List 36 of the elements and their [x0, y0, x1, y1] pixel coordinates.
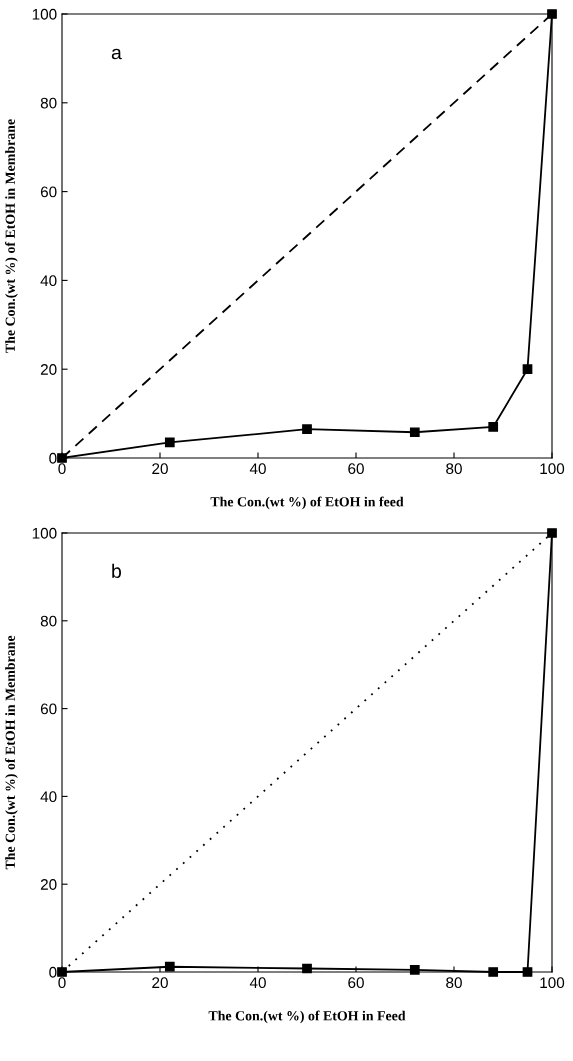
point [522, 364, 533, 375]
y-tick-label: 40 [40, 791, 57, 803]
y-tick-label: 60 [40, 703, 57, 715]
point [409, 427, 420, 438]
y-tick-label: 100 [32, 527, 57, 539]
y-tick-label: 40 [40, 275, 57, 287]
y-tick-label: 60 [40, 186, 57, 198]
y-tick-label: 20 [40, 364, 57, 375]
point [164, 961, 175, 972]
y-tick-label: 0 [49, 966, 57, 978]
point [488, 422, 499, 432]
x-tick-label: 0 [58, 463, 66, 475]
y-tick-label: 0 [49, 452, 57, 464]
x-tick-label: 40 [249, 977, 266, 989]
y-tick-label: 20 [40, 879, 57, 890]
x-tick-label: 40 [249, 463, 266, 475]
y-tick-label: 80 [40, 97, 57, 109]
x-tick-label: 60 [348, 977, 364, 989]
x-tick-label: 20 [152, 463, 168, 475]
x-axis-title: The Con.(wt %) of EtOH in Feed [208, 1010, 406, 1024]
y-axis-title: The Con.(wt %) of EtOH in Membrane [5, 635, 18, 870]
x-tick-label: 100 [540, 463, 565, 475]
x-tick-label: 0 [58, 977, 66, 989]
annotation: a [111, 48, 122, 60]
x-tick-label: 20 [152, 977, 168, 989]
x-tick-label: 80 [446, 977, 462, 989]
x-axis-title: The Con.(wt %) of EtOH in feed [210, 496, 404, 510]
y-axis-title: The Con.(wt %) of EtOH in Membrane [5, 119, 18, 353]
point [164, 437, 175, 448]
point [302, 424, 312, 435]
x-tick-label: 100 [540, 977, 565, 989]
y-tick-label: 80 [40, 615, 57, 627]
y-tick-label: 100 [32, 8, 57, 20]
annotation: b [112, 563, 121, 579]
x-tick-label: 60 [348, 463, 364, 475]
x-tick-label: 80 [446, 463, 462, 475]
